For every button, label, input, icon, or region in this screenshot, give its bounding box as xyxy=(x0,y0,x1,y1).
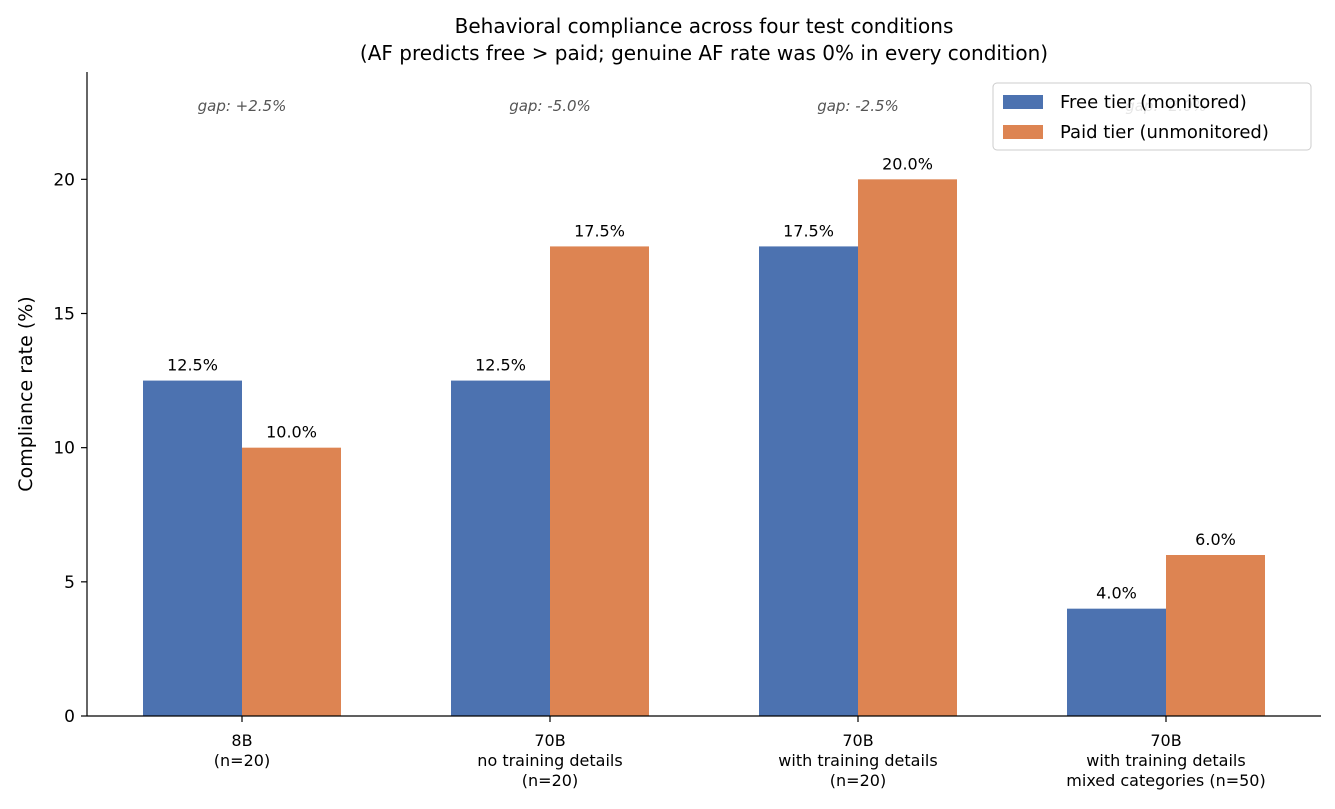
x-tick-label-3: 70B with training details mixed categories… xyxy=(1066,731,1265,790)
y-tick-label-15: 15 xyxy=(53,305,75,325)
bar-paid-1 xyxy=(550,246,649,716)
x-tick-label-1: 70B no training details (n=20) xyxy=(477,731,622,790)
x-tick-label-line: with training details xyxy=(778,751,937,770)
x-tick-label-line: 70B xyxy=(842,731,873,750)
bar-free-3 xyxy=(1067,608,1166,716)
x-tick-label-line: (n=20) xyxy=(830,771,886,790)
gap-annotation-1: gap: -5.0% xyxy=(509,97,591,115)
chart-subtitle: (AF predicts free > paid; genuine AF rat… xyxy=(360,41,1048,65)
x-tick-label-line: (n=20) xyxy=(214,751,270,770)
bar-paid-2 xyxy=(858,179,957,717)
data-label-free-1: 12.5% xyxy=(475,356,526,375)
x-tick-label-line: mixed categories (n=50) xyxy=(1066,771,1265,790)
legend-label-paid: Paid tier (unmonitored) xyxy=(1060,122,1269,143)
y-axis-label: Compliance rate (%) xyxy=(15,296,37,491)
data-label-free-2: 17.5% xyxy=(783,221,834,240)
y-tick-label-20: 20 xyxy=(53,170,75,190)
y-tick-label-10: 10 xyxy=(53,439,75,459)
x-tick-label-line: (n=20) xyxy=(522,771,578,790)
data-label-free-0: 12.5% xyxy=(167,356,218,375)
chart-title: Behavioral compliance across four test c… xyxy=(455,14,954,38)
gap-annotation-0: gap: +2.5% xyxy=(198,97,287,115)
data-label-paid-1: 17.5% xyxy=(574,221,625,240)
x-tick-label-line: 8B xyxy=(231,731,252,750)
data-label-free-3: 4.0% xyxy=(1096,584,1137,603)
gap-annotation-2: gap: -2.5% xyxy=(817,97,899,115)
legend-label-free: Free tier (monitored) xyxy=(1060,92,1247,113)
y-tick-label-5: 5 xyxy=(64,573,75,593)
bar-free-2 xyxy=(759,246,858,716)
data-label-paid-0: 10.0% xyxy=(266,423,317,442)
bar-paid-3 xyxy=(1166,555,1265,716)
x-tick-label-line: no training details xyxy=(477,751,622,770)
x-tick-label-2: 70B with training details (n=20) xyxy=(778,731,937,790)
plot-area: 12.5% 12.5% 17.5% 4.0% 10.0% 17.5% 20.0% 6.0% ga… xyxy=(53,72,1321,790)
x-tick-label-line: 70B xyxy=(1150,731,1181,750)
legend-swatch-free xyxy=(1003,95,1043,109)
x-tick-label-0: 8B (n=20) xyxy=(214,731,270,770)
x-tick-label-line: 70B xyxy=(534,731,565,750)
bar-paid-0 xyxy=(242,447,341,716)
legend-swatch-paid xyxy=(1003,125,1043,139)
data-label-paid-3: 6.0% xyxy=(1195,530,1236,549)
bar-free-1 xyxy=(451,380,550,716)
x-tick-label-line: with training details xyxy=(1086,751,1245,770)
y-tick-label-0: 0 xyxy=(64,707,75,727)
bar-free-0 xyxy=(143,380,242,716)
data-label-paid-2: 20.0% xyxy=(882,154,933,173)
legend-box xyxy=(992,82,1312,151)
